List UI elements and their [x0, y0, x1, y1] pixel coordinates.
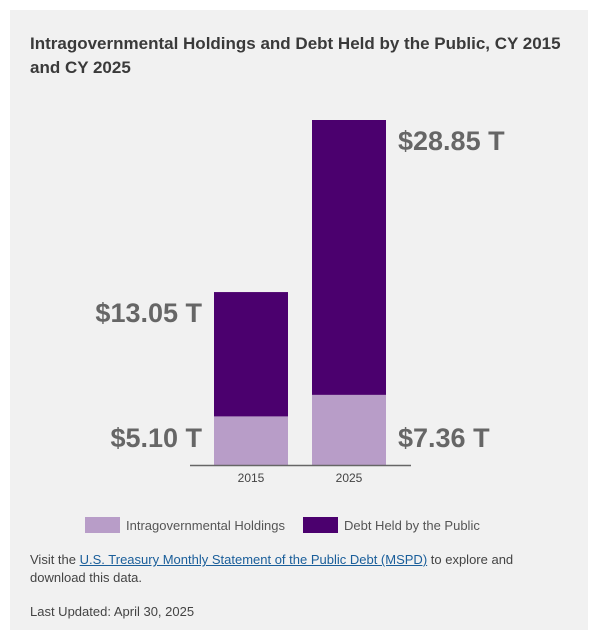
data-label-2015-public: $13.05 T [95, 298, 202, 328]
chart-title: Intragovernmental Holdings and Debt Held… [30, 34, 561, 77]
legend-item-public[interactable]: Debt Held by the Public [302, 517, 480, 533]
legend-swatch-intragovernmental [85, 517, 120, 533]
legend-label-public: Debt Held by the Public [343, 517, 480, 533]
chart-legend: Intragovernmental Holdings Debt Held by … [85, 516, 498, 534]
chart-area: $5.10 T $13.05 T 2015 $7.36 T $28.85 T 2025 [10, 110, 588, 490]
data-label-2015-intragovernmental: $5.10 T [110, 423, 202, 453]
last-updated: Last Updated: April 30, 2025 [30, 604, 195, 619]
bar-2015-intragovernmental[interactable] [214, 416, 288, 465]
legend-label-intragovernmental: Intragovernmental Holdings [126, 517, 285, 533]
footer-prefix: Visit the [30, 552, 80, 567]
data-label-2025-intragovernmental: $7.36 T [398, 423, 490, 453]
footer-text: Visit the U.S. Treasury Monthly Statemen… [30, 551, 550, 587]
stacked-bar-chart: $5.10 T $13.05 T 2015 $7.36 T $28.85 T 2025 [95, 120, 505, 485]
bar-2025-public[interactable] [312, 120, 386, 395]
legend-swatch-public [302, 517, 338, 533]
data-label-2025-public: $28.85 T [398, 126, 505, 156]
mspd-link[interactable]: U.S. Treasury Monthly Statement of the P… [79, 552, 428, 567]
bar-2025-intragovernmental[interactable] [312, 394, 386, 465]
chart-card: Intragovernmental Holdings and Debt Held… [10, 10, 588, 630]
footer-note: Visit the U.S. Treasury Monthly Statemen… [30, 551, 550, 621]
x-tick-label-2015: 2015 [238, 471, 265, 485]
x-tick-label-2025: 2025 [336, 471, 363, 485]
footer-suffix: to explore and download this data. [30, 552, 514, 585]
legend-item-intragovernmental[interactable]: Intragovernmental Holdings [85, 517, 285, 533]
bar-2015-public[interactable] [214, 292, 288, 417]
